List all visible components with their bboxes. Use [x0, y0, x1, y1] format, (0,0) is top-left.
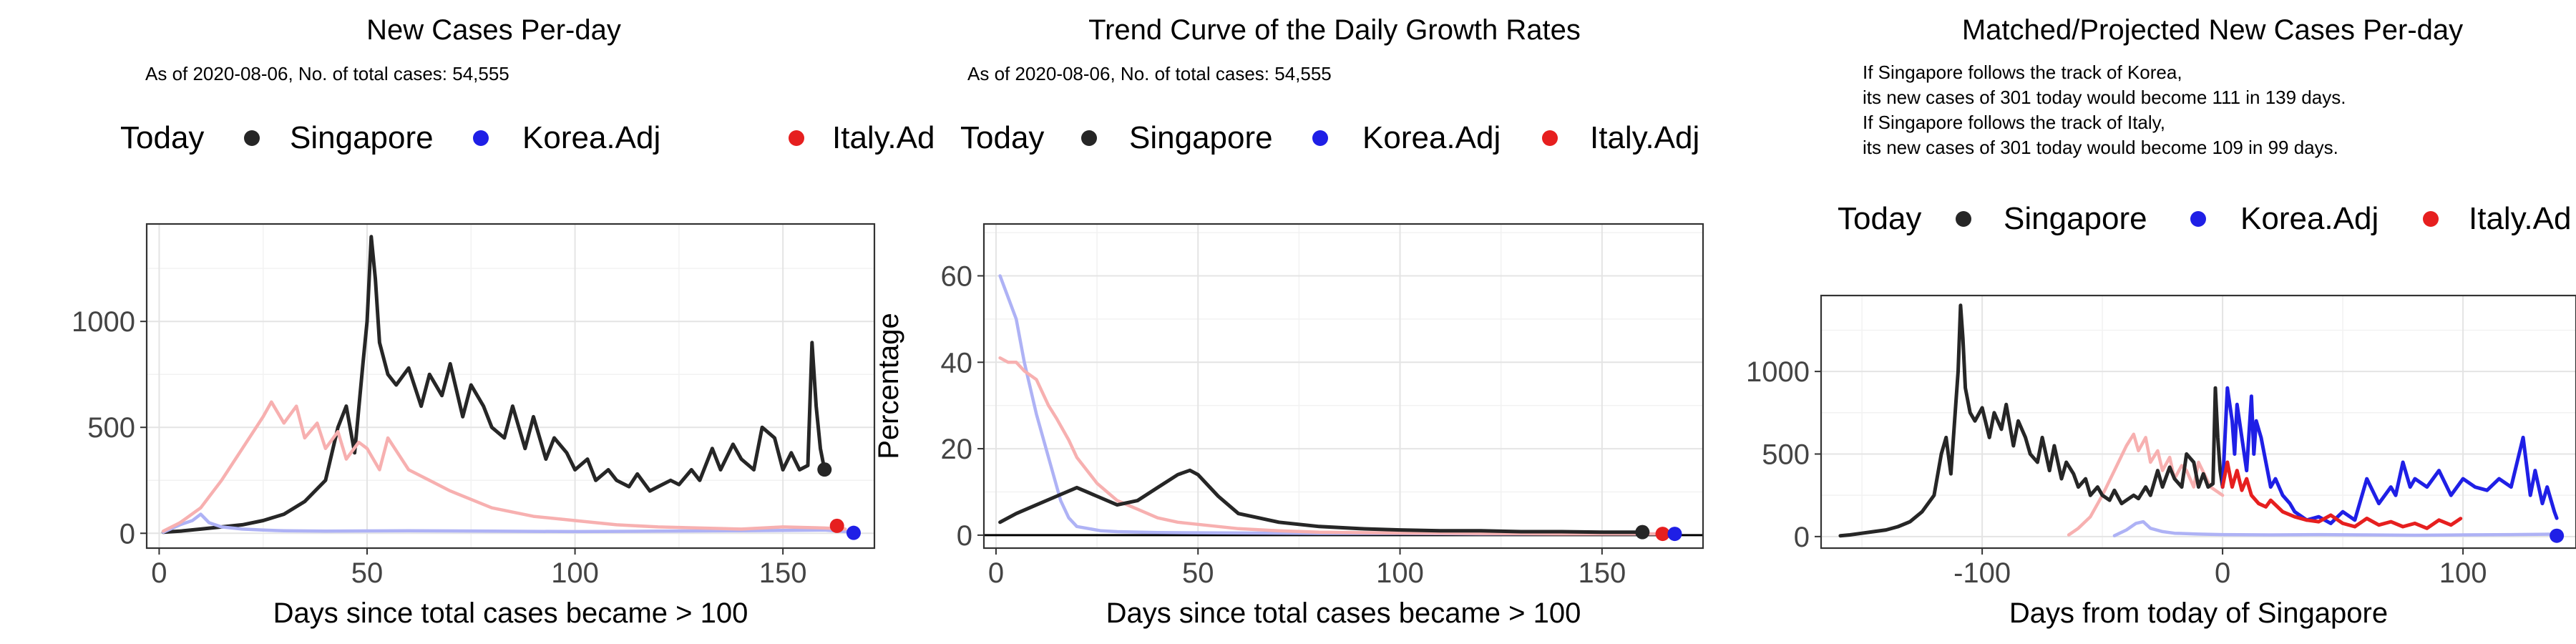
x-tick-label: 50 [1182, 557, 1214, 589]
y-tick-label: 20 [941, 434, 973, 465]
x-tick-label: 100 [1376, 557, 1424, 589]
x-tick-label: -100 [1953, 557, 2011, 589]
legend-marker-sg [244, 130, 260, 146]
legend-marker-it [1542, 130, 1558, 146]
legend-marker-sg [1081, 130, 1097, 146]
y-tick-label: 60 [941, 260, 973, 292]
series-line-korea-adj-projected [2220, 386, 2559, 525]
chart-title: Trend Curve of the Daily Growth Rates [1088, 14, 1581, 46]
chart-title: Matched/Projected New Cases Per-day [1962, 14, 2463, 46]
x-axis-title: Days since total cases became > 100 [273, 597, 748, 629]
y-tick-label: 500 [1762, 439, 1810, 470]
grid [1821, 296, 2576, 548]
chart-subtitle-line: its new cases of 301 today would become … [1863, 137, 2338, 158]
y-tick-label: 1000 [72, 306, 135, 338]
x-tick-label: 0 [151, 557, 167, 589]
legend-label-it: Italy.Ad [2469, 201, 2571, 236]
series-line-singapore [1838, 303, 2225, 538]
chart-panel-growth-rates: Trend Curve of the Daily Growth Rates As … [873, 14, 1704, 629]
chart-legend: Today Singapore Korea.Adj Italy.Adj [960, 120, 1699, 155]
chart-legend: Today Singapore Korea.Adj Italy.Ad [1838, 201, 2571, 236]
today-point-singapore [817, 462, 832, 477]
legend-label-sg: Singapore [1129, 120, 1273, 155]
x-tick-label: 100 [2439, 557, 2487, 589]
chart-panel-projected-cases: Matched/Projected New Cases Per-day If Si… [1746, 14, 2576, 629]
chart-panel-new-cases: New Cases Per-day As of 2020-08-06, No. o… [72, 14, 935, 629]
legend-marker-it [2423, 211, 2439, 227]
legend-marker-kr [1312, 130, 1328, 146]
chart-title: New Cases Per-day [366, 14, 621, 46]
x-tick-label: 0 [988, 557, 1004, 589]
x-tick-label: 100 [551, 557, 599, 589]
series-line-italy-adj-past [2067, 432, 2225, 537]
today-point-korea-adj [1667, 527, 1682, 542]
chart-subtitle: As of 2020-08-06, No. of total cases: 54… [967, 63, 1332, 84]
x-axis-title: Days since total cases became > 100 [1106, 597, 1581, 629]
y-axis-title: Percentage [873, 313, 904, 459]
legend-label-today: Today [120, 120, 204, 155]
today-point-korea-adj [2550, 528, 2565, 543]
legend-marker-sg [1956, 211, 1971, 227]
today-point-italy-adj [1655, 527, 1670, 542]
chart-legend: Today Singapore Korea.Adj Italy.Ad [120, 120, 935, 155]
series-line-singapore [161, 235, 826, 535]
legend-label-today: Today [960, 120, 1044, 155]
axis-ticks: 0 50 100 150 0 20 40 60 [941, 260, 1626, 589]
legend-label-it: Italy.Adj [1590, 120, 1699, 155]
axis-ticks: 0 50 100 150 0 500 1000 [72, 306, 807, 589]
x-tick-label: 0 [2215, 557, 2230, 589]
today-point-singapore [1635, 525, 1650, 540]
today-point-korea-adj [846, 525, 861, 540]
grid [147, 224, 874, 548]
series-line-singapore [998, 468, 1644, 535]
y-tick-label: 0 [1794, 522, 1810, 553]
y-tick-label: 500 [87, 412, 135, 444]
today-point-italy-adj [829, 518, 844, 533]
x-tick-label: 50 [351, 557, 384, 589]
series-group [1838, 303, 2561, 538]
chart-subtitle-line: its new cases of 301 today would become … [1863, 87, 2346, 108]
x-tick-label: 150 [1578, 557, 1626, 589]
series-line-korea-adj [998, 274, 1677, 536]
series-line-italy-adj [161, 400, 847, 533]
legend-label-it: Italy.Ad [832, 120, 935, 155]
legend-label-kr: Korea.Adj [2240, 201, 2379, 236]
y-tick-label: 40 [941, 347, 973, 379]
legend-marker-kr [2190, 211, 2206, 227]
y-tick-label: 1000 [1746, 356, 1810, 388]
legend-marker-kr [473, 130, 489, 146]
x-tick-label: 150 [759, 557, 807, 589]
series-line-korea-adj [161, 512, 856, 535]
plot-frame [145, 223, 876, 550]
legend-label-sg: Singapore [290, 120, 434, 155]
x-axis-title: Days from today of Singapore [2009, 597, 2388, 629]
series-group [161, 235, 856, 535]
y-tick-label: 0 [957, 520, 972, 552]
legend-label-kr: Korea.Adj [522, 120, 660, 155]
series-line-italy-adj-projected [2220, 460, 2463, 530]
plot-frame [982, 223, 1704, 550]
grid [984, 224, 1704, 548]
chart-subtitle: As of 2020-08-06, No. of total cases: 54… [145, 63, 509, 84]
chart-subtitle-line: If Singapore follows the track of Korea, [1863, 62, 2182, 83]
y-tick-label: 0 [119, 518, 135, 550]
legend-label-sg: Singapore [2004, 201, 2147, 236]
series-line-italy-adj [998, 356, 1664, 536]
series-line-korea-adj-past [2112, 519, 2561, 537]
series-group [998, 274, 1677, 536]
chart-subtitle-line: If Singapore follows the track of Italy, [1863, 112, 2165, 133]
legend-marker-it [789, 130, 804, 146]
plot-frame [1820, 294, 2576, 550]
legend-label-kr: Korea.Adj [1362, 120, 1501, 155]
legend-label-today: Today [1838, 201, 1921, 236]
